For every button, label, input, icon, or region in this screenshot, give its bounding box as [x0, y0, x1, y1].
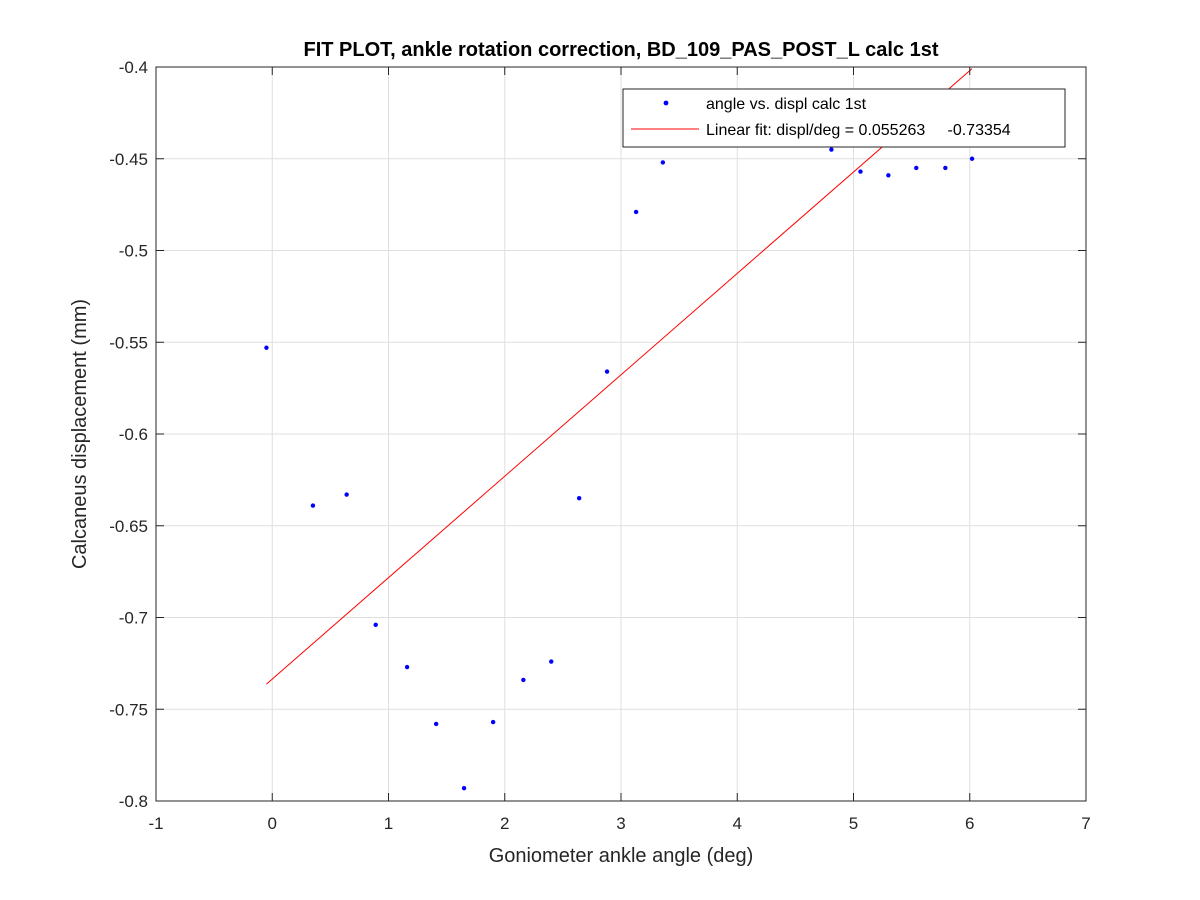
x-tick-label: 7	[1081, 814, 1090, 833]
y-tick-label: -0.65	[109, 517, 148, 536]
data-point	[344, 492, 349, 497]
legend-label-fit: Linear fit: displ/deg = 0.055263 -0.7335…	[706, 122, 1011, 139]
data-point	[433, 721, 439, 727]
data-point	[373, 622, 378, 628]
legend-point-marker	[663, 100, 669, 106]
y-tick-label: -0.8	[119, 792, 148, 811]
data-point	[604, 369, 610, 374]
data-point	[549, 659, 554, 664]
series-layer	[264, 68, 975, 791]
x-tick-label: 4	[733, 814, 742, 833]
data-point	[914, 165, 919, 171]
x-tick-label: 2	[500, 814, 509, 833]
y-tick-label: -0.6	[119, 425, 148, 444]
data-point	[969, 156, 975, 161]
grid-layer	[155, 66, 1087, 802]
y-axis-label: Calcaneus displacement (mm)	[69, 299, 91, 569]
data-point	[404, 664, 410, 670]
data-point	[886, 173, 891, 178]
y-tick-label: -0.45	[109, 150, 148, 169]
y-tick-label: -0.55	[109, 333, 148, 352]
data-point	[490, 719, 496, 725]
x-tick-label: 6	[965, 814, 974, 833]
data-point	[858, 169, 863, 174]
data-point	[943, 165, 948, 171]
data-point	[310, 503, 316, 508]
x-tick-label: -1	[148, 814, 163, 833]
x-axis-label: Goniometer ankle angle (deg)	[489, 845, 754, 867]
data-point	[521, 677, 526, 683]
y-tick-label: -0.75	[109, 700, 148, 719]
legend-label-points: angle vs. displ calc 1st	[706, 96, 867, 113]
x-tick-label: 0	[268, 814, 277, 833]
legend-box	[622, 88, 1066, 148]
data-point	[633, 209, 639, 215]
tick-layer: -1 0 1 2 3 4 5 6 7 -0.8 -0.75 -0.7 -0.65 -0.6 -0.55 -0.…	[109, 58, 1090, 833]
data-point	[660, 160, 666, 165]
data-point	[829, 147, 834, 152]
data-point	[461, 785, 467, 791]
data-point	[576, 496, 582, 501]
chart-title: FIT PLOT, ankle rotation correction, BD_…	[303, 39, 938, 61]
x-tick-label: 5	[849, 814, 858, 833]
data-point	[264, 345, 269, 350]
y-tick-label: -0.5	[119, 242, 148, 261]
legend: angle vs. displ calc 1st Linear fit: dis…	[622, 88, 1066, 148]
y-tick-label: -0.4	[119, 58, 148, 77]
x-tick-label: 3	[616, 814, 625, 833]
y-tick-label: -0.7	[119, 609, 148, 628]
x-tick-label: 1	[384, 814, 393, 833]
fit-line	[266, 68, 973, 685]
